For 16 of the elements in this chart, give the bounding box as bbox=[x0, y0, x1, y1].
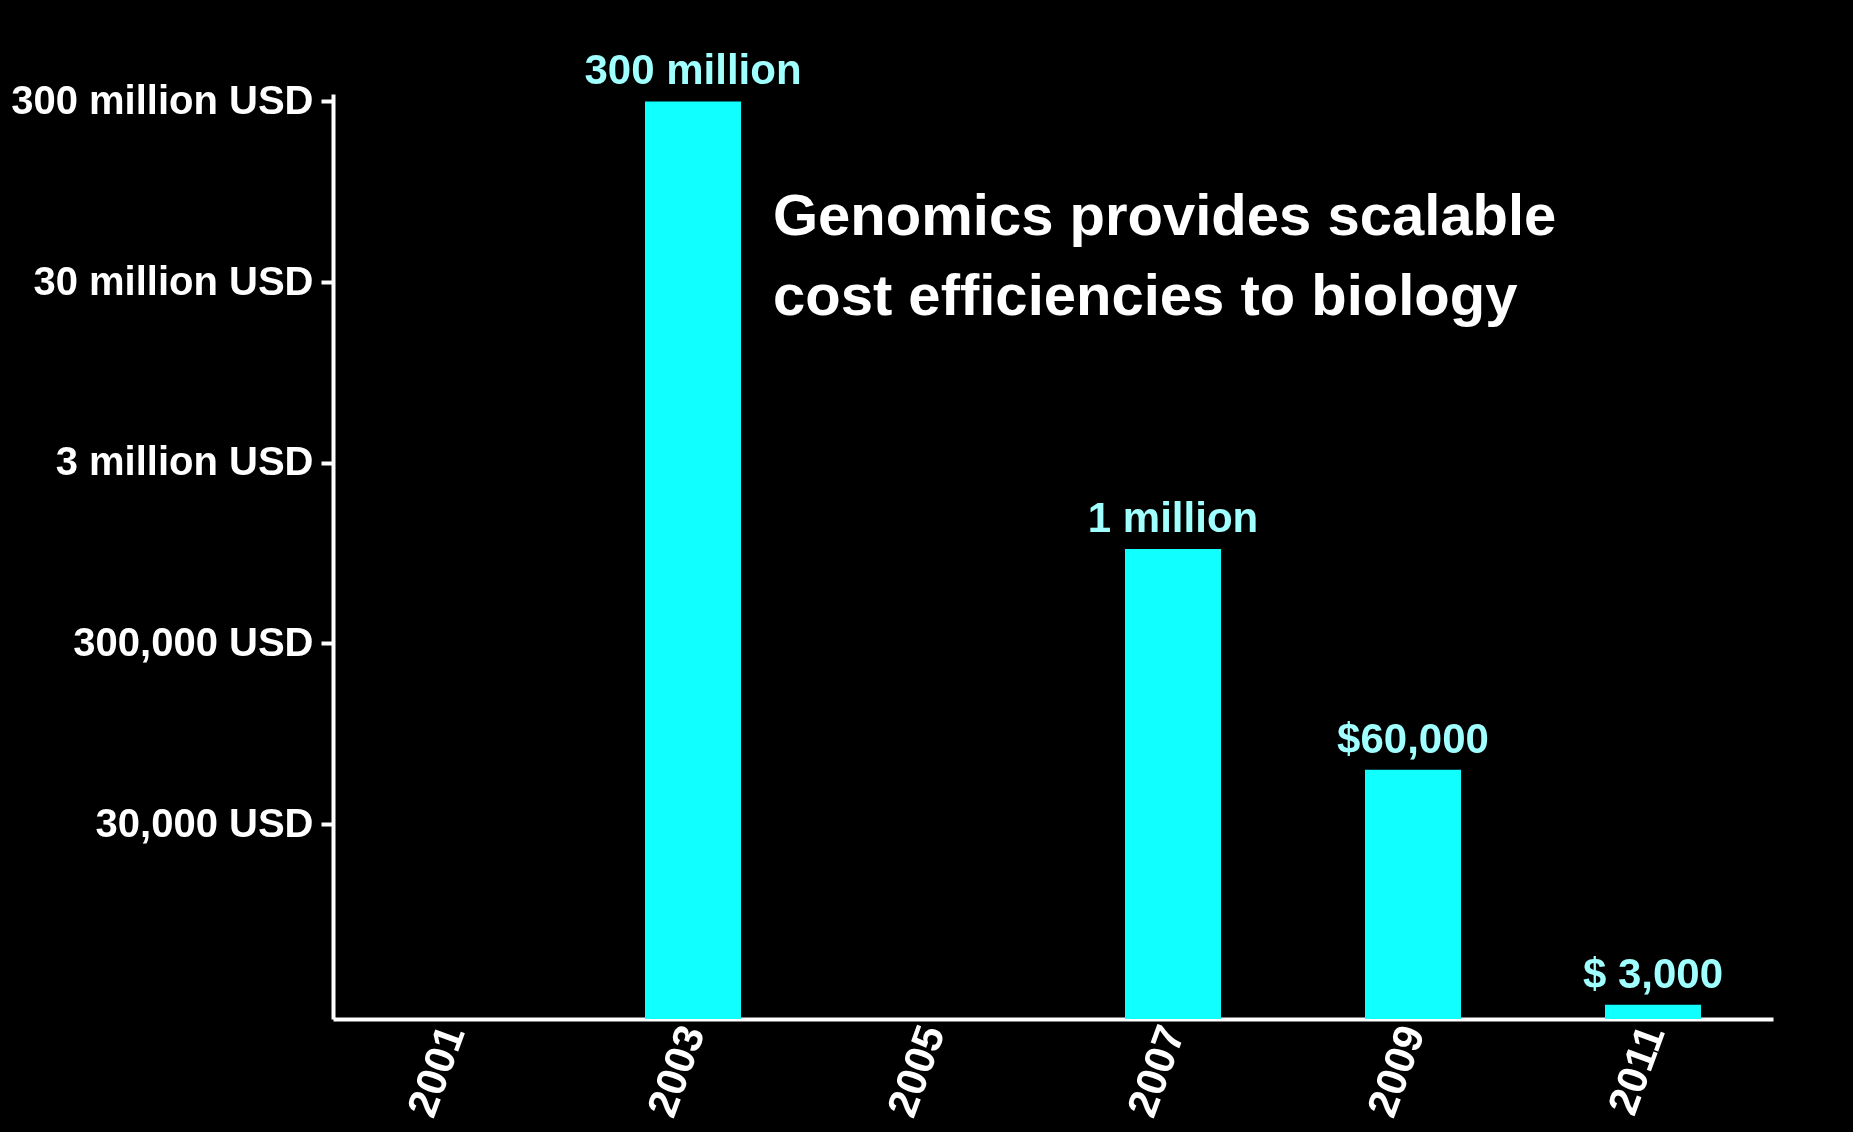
y-tick-label: 30,000 USD bbox=[95, 800, 314, 845]
x-tick-label: 2011 bbox=[1598, 1018, 1674, 1121]
x-tick-label: 2001 bbox=[397, 1018, 474, 1123]
x-tick-label: 2003 bbox=[637, 1018, 714, 1123]
y-tick-label: 3 million USD bbox=[55, 439, 314, 484]
data-label: $60,000 bbox=[1337, 714, 1489, 762]
data-label: 1 million bbox=[1087, 493, 1259, 541]
y-tick-label: 300,000 USD bbox=[73, 619, 314, 664]
data-label: 300 million bbox=[584, 46, 802, 94]
x-tick-label: 2005 bbox=[877, 1018, 954, 1123]
y-tick-label: 300 million USD bbox=[11, 77, 314, 122]
data-label: $ 3,000 bbox=[1582, 949, 1724, 997]
x-tick-label: 2009 bbox=[1357, 1018, 1434, 1123]
text: Genomics provides scalable cost efficiencies to biology bbox=[773, 182, 1557, 327]
x-tick-label: 2007 bbox=[1117, 1018, 1194, 1123]
y-tick-label: 30 million USD bbox=[33, 258, 314, 303]
